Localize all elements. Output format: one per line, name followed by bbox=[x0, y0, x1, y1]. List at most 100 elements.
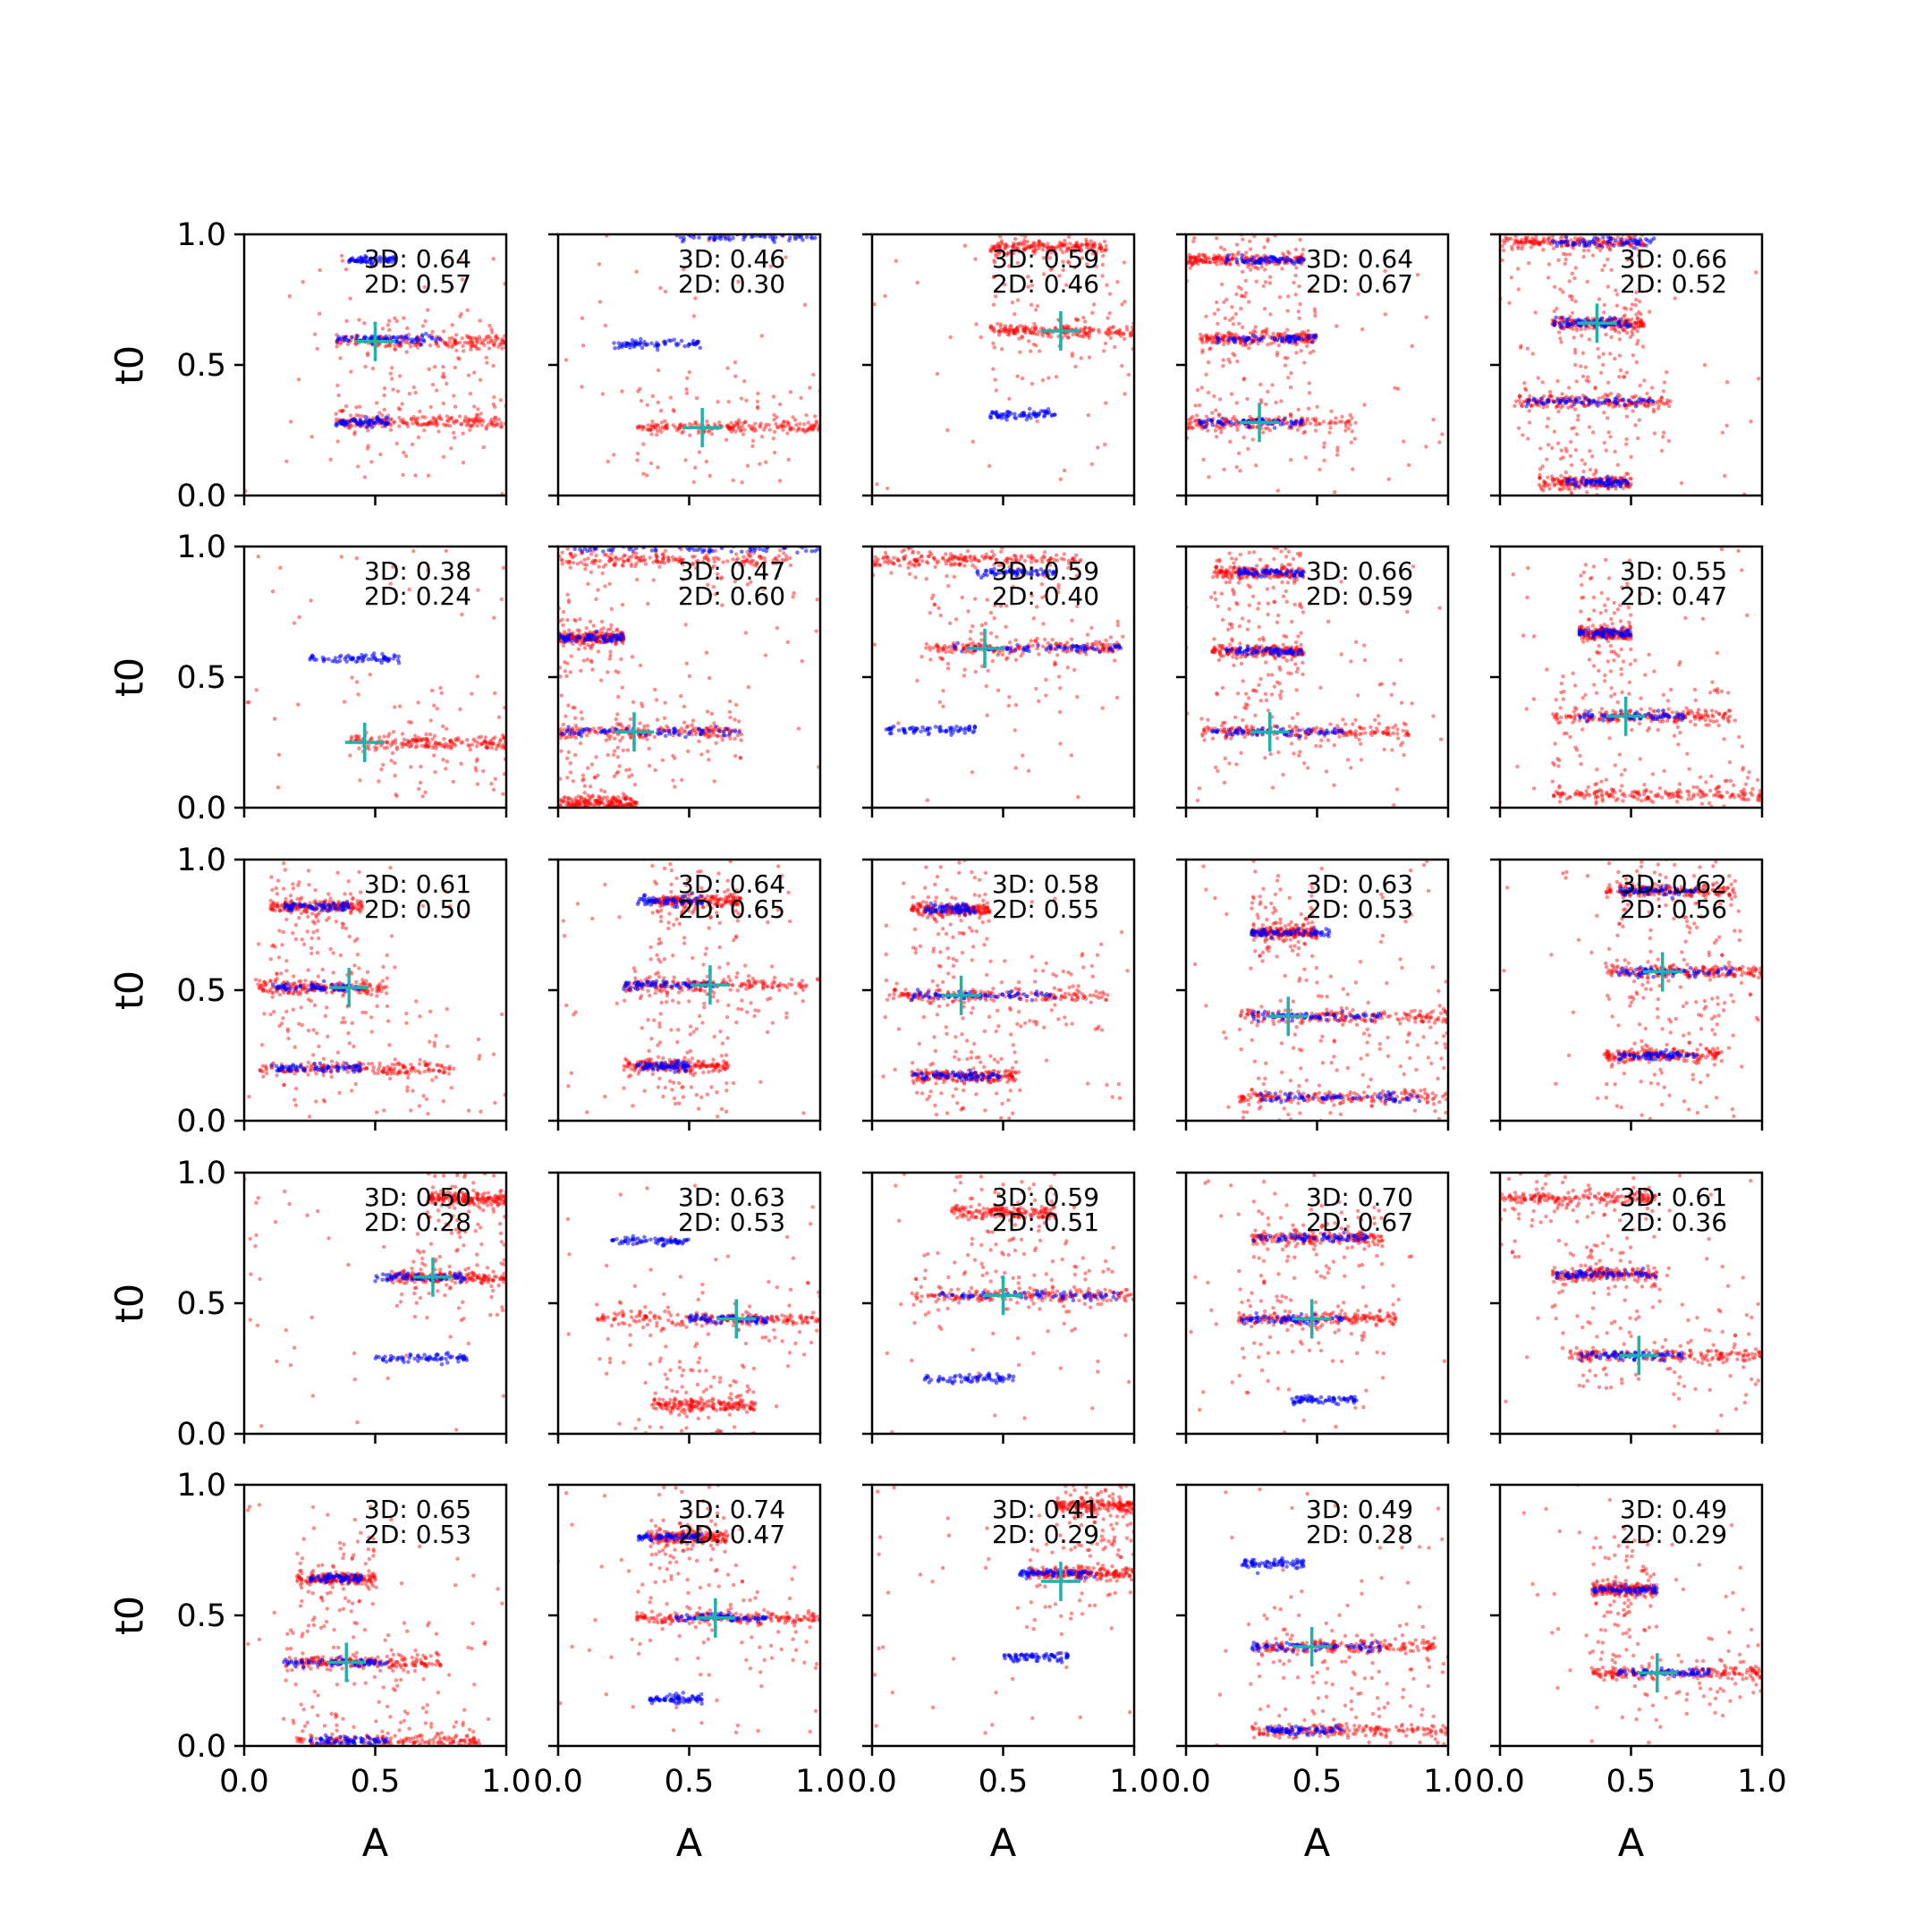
red-sample-point bbox=[1641, 321, 1646, 326]
red-sample-point bbox=[1628, 476, 1632, 481]
red-sample-point bbox=[490, 338, 495, 343]
red-sample-point bbox=[1058, 248, 1063, 252]
red-sample-point bbox=[1574, 328, 1580, 333]
red-sample-point bbox=[644, 473, 649, 478]
red-sample-point bbox=[491, 423, 496, 428]
red-sample-point bbox=[365, 351, 370, 356]
red-sample-point bbox=[1639, 318, 1643, 322]
red-sample-point bbox=[439, 743, 444, 748]
red-sample-point bbox=[1749, 419, 1753, 424]
blue-sample-point bbox=[1209, 418, 1215, 423]
blue-sample-point bbox=[1555, 397, 1560, 402]
red-sample-point bbox=[707, 558, 711, 564]
red-sample-point bbox=[1012, 242, 1016, 246]
red-sample-point bbox=[638, 721, 642, 725]
red-sample-point bbox=[995, 248, 999, 252]
red-sample-point bbox=[1665, 398, 1670, 402]
red-sample-point bbox=[453, 342, 457, 346]
red-sample-point bbox=[1087, 333, 1092, 337]
red-sample-point bbox=[648, 555, 652, 560]
red-sample-point bbox=[815, 420, 819, 425]
red-sample-point bbox=[998, 325, 1003, 329]
red-sample-point bbox=[568, 670, 573, 674]
red-sample-point bbox=[788, 427, 792, 432]
red-sample-point bbox=[1410, 343, 1414, 349]
red-sample-point bbox=[640, 428, 645, 432]
red-sample-point bbox=[993, 243, 998, 249]
red-sample-point bbox=[733, 374, 738, 378]
red-sample-point bbox=[1013, 237, 1018, 242]
red-sample-point bbox=[973, 257, 978, 261]
red-sample-point bbox=[388, 371, 393, 376]
red-sample-point bbox=[1606, 487, 1611, 491]
red-sample-point bbox=[1049, 250, 1054, 255]
red-sample-point bbox=[1214, 408, 1218, 412]
red-sample-point bbox=[1028, 328, 1032, 333]
blue-sample-point bbox=[377, 255, 382, 259]
red-sample-point bbox=[997, 244, 1002, 249]
red-sample-point bbox=[369, 737, 374, 741]
red-sample-point bbox=[735, 556, 740, 561]
red-sample-point bbox=[590, 641, 596, 646]
red-sample-point bbox=[662, 555, 666, 559]
red-sample-point bbox=[470, 340, 475, 344]
red-sample-point bbox=[1253, 325, 1258, 329]
red-sample-point bbox=[806, 420, 810, 425]
red-sample-point bbox=[1415, 273, 1420, 277]
red-sample-point bbox=[362, 321, 367, 326]
red-sample-point bbox=[1597, 248, 1603, 253]
red-sample-point bbox=[1027, 339, 1031, 343]
red-sample-point bbox=[636, 556, 640, 561]
red-sample-point bbox=[1065, 245, 1071, 250]
red-sample-point bbox=[1192, 419, 1198, 424]
red-sample-point bbox=[1276, 415, 1281, 419]
red-sample-point bbox=[1571, 246, 1576, 250]
red-sample-point bbox=[278, 565, 283, 570]
red-sample-point bbox=[391, 387, 395, 392]
red-sample-point bbox=[1197, 403, 1202, 408]
y-tick-label: 0.5 bbox=[176, 348, 226, 384]
red-sample-point bbox=[1522, 381, 1527, 386]
blue-sample-point bbox=[1199, 422, 1203, 427]
red-sample-point bbox=[1030, 381, 1035, 386]
red-sample-point bbox=[1601, 362, 1606, 368]
red-sample-point bbox=[1527, 240, 1531, 244]
red-sample-point bbox=[419, 738, 423, 743]
blue-sample-point bbox=[395, 340, 400, 345]
red-sample-point bbox=[1529, 239, 1534, 244]
red-sample-point bbox=[1186, 260, 1191, 265]
red-sample-point bbox=[1037, 239, 1041, 243]
blue-sample-point bbox=[360, 420, 366, 425]
red-sample-point bbox=[671, 408, 675, 412]
red-sample-point bbox=[1063, 283, 1069, 287]
red-sample-point bbox=[1558, 481, 1563, 486]
blue-sample-point bbox=[1589, 239, 1594, 244]
red-sample-point bbox=[447, 336, 452, 341]
red-sample-point bbox=[415, 739, 419, 743]
red-sample-point bbox=[1273, 262, 1277, 267]
red-sample-point bbox=[1617, 337, 1623, 342]
red-sample-point bbox=[1300, 252, 1305, 257]
red-sample-point bbox=[1020, 334, 1024, 339]
blue-sample-point bbox=[1220, 416, 1224, 421]
red-sample-point bbox=[1637, 325, 1641, 329]
red-sample-point bbox=[1011, 244, 1016, 249]
red-sample-point bbox=[1562, 476, 1567, 480]
red-sample-point bbox=[676, 427, 681, 431]
red-sample-point bbox=[1220, 337, 1224, 342]
red-sample-point bbox=[693, 296, 698, 301]
red-sample-point bbox=[1617, 375, 1622, 379]
red-sample-point bbox=[1559, 481, 1564, 486]
red-sample-point bbox=[802, 302, 808, 307]
red-sample-point bbox=[479, 742, 484, 747]
red-sample-point bbox=[1586, 248, 1591, 253]
red-sample-point bbox=[1541, 488, 1546, 493]
red-sample-point bbox=[1311, 288, 1316, 292]
red-sample-point bbox=[601, 564, 606, 569]
red-sample-point bbox=[748, 553, 752, 557]
red-sample-point bbox=[442, 745, 447, 750]
red-sample-point bbox=[1029, 330, 1033, 335]
red-sample-point bbox=[473, 739, 478, 743]
red-sample-point bbox=[1036, 242, 1041, 247]
red-sample-point bbox=[413, 738, 418, 742]
